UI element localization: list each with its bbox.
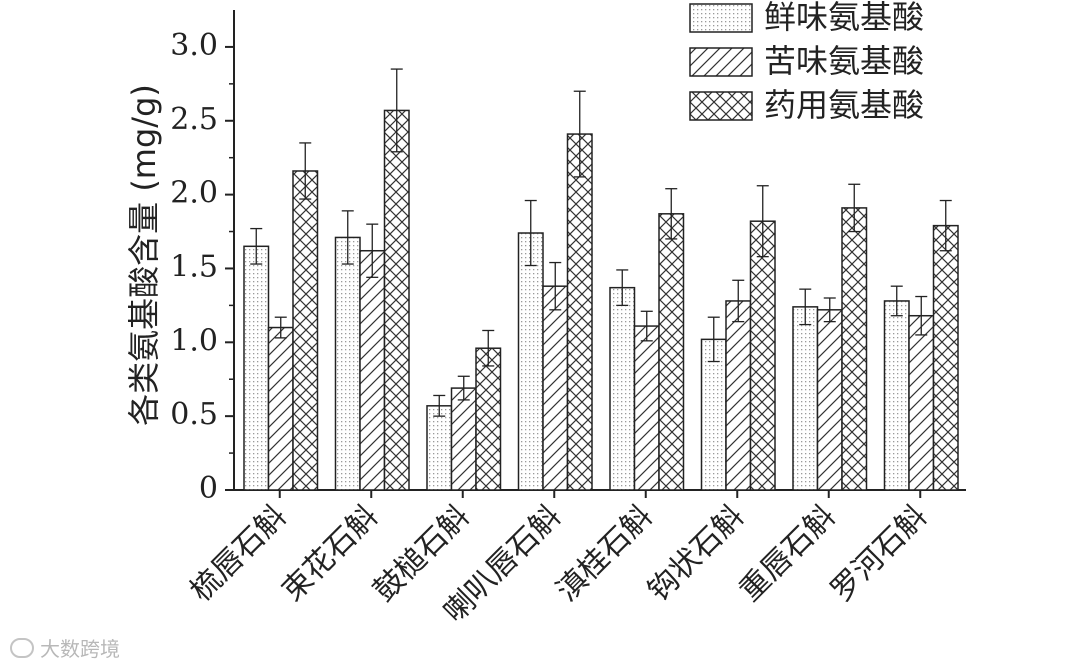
bar [633, 325, 660, 491]
legend-swatch [689, 91, 753, 121]
bar [749, 220, 776, 491]
legend-label: 药用氨基酸 [764, 86, 924, 124]
y-tick-label: 0 [199, 471, 218, 506]
legend-label: 苦味氨基酸 [764, 42, 924, 80]
y-tick-label: 2.0 [170, 176, 218, 211]
bar [932, 224, 959, 491]
bar [475, 347, 502, 491]
bar [243, 245, 270, 491]
y-axis-label: 各类氨基酸含量 (mg/g) [125, 84, 163, 426]
y-tick-label: 1.5 [170, 249, 218, 284]
bar [816, 309, 843, 491]
watermark-text: 大数跨境 [40, 637, 120, 661]
bars [243, 68, 959, 491]
bar [792, 306, 819, 491]
x-tick-label: 梳唇石斛 [184, 499, 294, 609]
x-tick-label: 罗河石斛 [824, 499, 934, 609]
legend-swatch [689, 47, 753, 77]
bar [841, 207, 868, 491]
bar [359, 249, 386, 491]
y-tick-label: 1.0 [170, 323, 218, 358]
y-tick-label: 0.5 [170, 397, 218, 432]
x-tick-label: 钩状石斛 [641, 499, 751, 609]
axes: 0 0.5 1.0 1.5 2.0 2.5 3.0 [170, 10, 966, 506]
y-tick-label: 3.0 [170, 28, 218, 63]
bar [450, 387, 477, 491]
bar [517, 232, 544, 491]
bar [658, 213, 685, 491]
bar [292, 170, 319, 491]
legend-label: 鲜味氨基酸 [764, 0, 924, 36]
bar [334, 236, 361, 491]
bar [426, 405, 453, 491]
logo-icon [10, 637, 34, 658]
bar [883, 300, 910, 491]
bar [609, 286, 636, 491]
x-tick-label: 束花石斛 [275, 499, 385, 609]
bar [383, 109, 410, 491]
watermark: 大数跨境 [10, 633, 120, 662]
bar [700, 338, 727, 491]
bar [566, 133, 593, 491]
bar [908, 314, 935, 491]
legend-swatch [689, 3, 753, 33]
bar [267, 326, 294, 491]
y-tick-label: 2.5 [170, 102, 218, 137]
x-tick-label: 重唇石斛 [733, 499, 843, 609]
bar [725, 300, 752, 491]
x-tick-label: 滇桂石斛 [550, 499, 660, 609]
bar [542, 285, 569, 491]
